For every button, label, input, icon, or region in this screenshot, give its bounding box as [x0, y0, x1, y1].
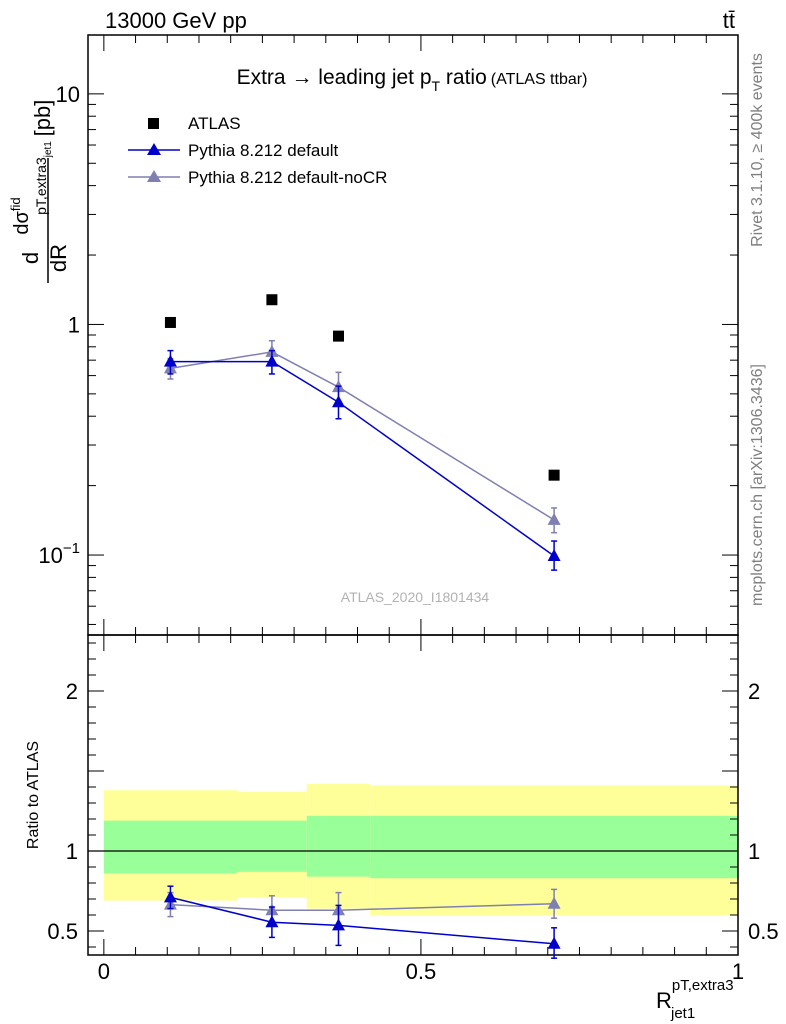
lower-y-axis-label: Ratio to ATLAS — [25, 741, 42, 849]
default-point — [331, 395, 345, 408]
svg-text:dR: dR — [46, 244, 71, 272]
x-axis-label: RpT,extra3 — [656, 977, 734, 1013]
upper-y-tick-label-0: 10 — [56, 82, 80, 107]
lower-panel: 0 0.5 12 21 10.5 0.5 — [47, 634, 779, 984]
mcplots-label: mcplots.cern.ch [arXiv:1306.3436] — [749, 364, 766, 606]
analysis-watermark: ATLAS_2020_I1801434 — [341, 589, 490, 605]
ratio-default-line — [170, 896, 555, 945]
legend-marker-nocr — [147, 170, 161, 182]
upper-y-axis-label: [pb] d dσfid pT,extra3jet1 dR — [8, 100, 71, 283]
atlas-point — [548, 469, 560, 481]
x-axis-label-sub: jet1 — [670, 1005, 695, 1022]
svg-text:[pb]: [pb] — [30, 100, 55, 137]
header-left: 13000 GeV pp — [105, 8, 247, 33]
ratio-band-green-2 — [306, 815, 371, 877]
default-line — [170, 360, 555, 557]
ratio-nocr-line — [170, 903, 555, 911]
ratio-default-point — [163, 890, 177, 903]
header-right: tt̄ — [723, 8, 735, 33]
rivet-label: Rivet 3.1.10, ≥ 400k events — [749, 53, 766, 247]
svg-text:dσfid: dσfid — [8, 197, 33, 234]
default-point — [265, 354, 279, 367]
lower-y-tick-label-right-1: 1 — [748, 839, 760, 864]
atlas-point — [164, 316, 176, 328]
legend-label-atlas: ATLAS — [188, 114, 241, 133]
legend-marker-atlas — [148, 118, 159, 129]
upper-y-tick-label-1: 1 — [68, 312, 80, 337]
legend: ATLAS Pythia 8.212 default Pythia 8.212 … — [128, 114, 387, 187]
lower-y-tick-label-2: 0.5 — [47, 919, 78, 944]
x-tick-label-2: 1 — [732, 959, 744, 984]
x-tick-label-0: 0 — [98, 959, 110, 984]
upper-panel: 10 1 10−1 — [38, 34, 739, 636]
lower-frame — [87, 634, 739, 956]
legend-label-default: Pythia 8.212 default — [188, 141, 339, 160]
upper-y-tick-label-2: 10−1 — [38, 540, 80, 568]
ratio-nocr-point — [547, 896, 561, 909]
ratio-band-green-3 — [370, 815, 738, 879]
lower-y-tick-label-0: 2 — [66, 679, 78, 704]
lower-y-tick-label-right-2: 0.5 — [748, 919, 779, 944]
default-point — [163, 354, 177, 367]
upper-frame — [87, 34, 739, 636]
lower-y-tick-label-right-0: 2 — [748, 679, 760, 704]
ratio-default-point — [331, 918, 345, 931]
ratio-band-green-1 — [237, 820, 307, 872]
nocr-line — [170, 351, 555, 521]
svg-text:pT,extra3jet1: pT,extra3jet1 — [33, 141, 54, 215]
ratio-default-point — [265, 915, 279, 928]
x-tick-label-1: 0.5 — [406, 959, 437, 984]
default-point — [547, 549, 561, 562]
lower-y-tick-label-1: 1 — [66, 839, 78, 864]
legend-marker-default — [147, 143, 161, 155]
ratio-band-green-0 — [103, 820, 238, 874]
main-title: Extra → leading jet pT ratio (ATLAS ttbar… — [237, 66, 588, 94]
ratio-default-point — [547, 936, 561, 949]
svg-text:d: d — [18, 252, 43, 264]
legend-label-nocr: Pythia 8.212 default-noCR — [188, 168, 387, 187]
nocr-point — [547, 512, 561, 525]
atlas-point — [266, 294, 278, 306]
atlas-point — [332, 330, 344, 342]
